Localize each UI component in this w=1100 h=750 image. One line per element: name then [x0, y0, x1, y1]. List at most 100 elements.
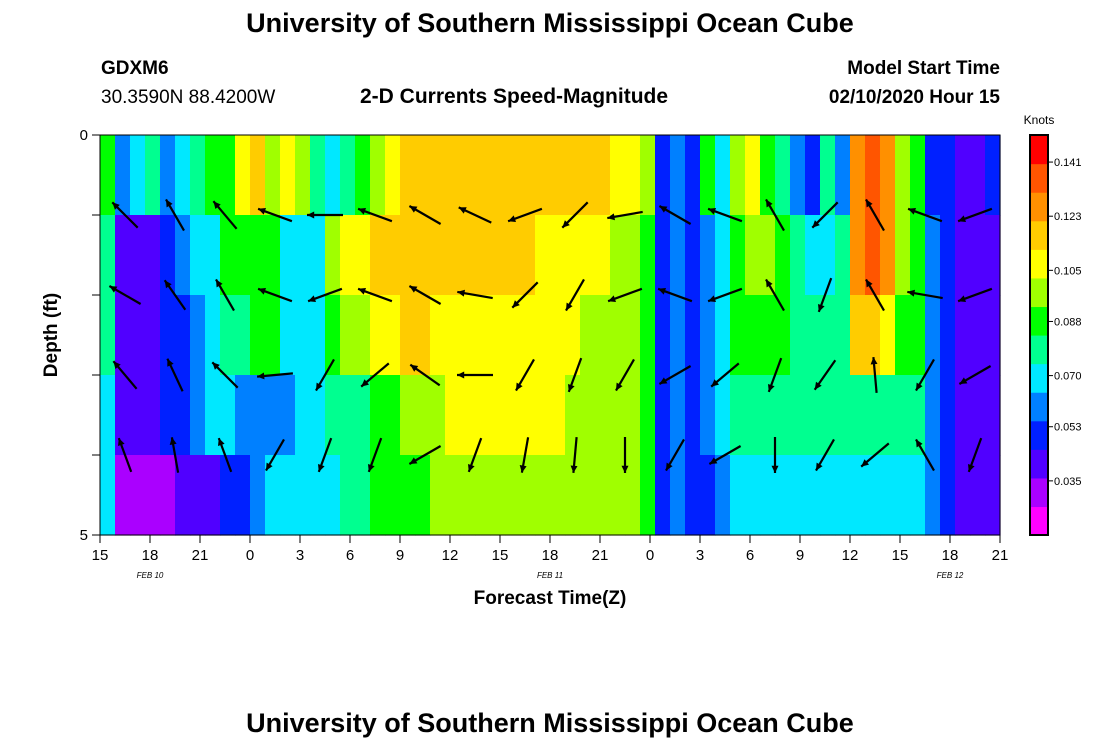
heatmap-cell — [550, 215, 566, 296]
model-start-label: Model Start Time — [847, 58, 1000, 79]
heatmap-cell — [220, 375, 236, 456]
heatmap-cell — [100, 135, 116, 216]
heatmap-cell — [565, 215, 581, 296]
heatmap-cell — [415, 215, 431, 296]
heatmap-cell — [280, 455, 296, 536]
heatmap-cell — [490, 295, 506, 376]
heatmap-cell — [280, 135, 296, 216]
vector-head — [666, 462, 673, 471]
heatmap-cell — [385, 375, 401, 456]
heatmap-cell — [760, 375, 776, 456]
heatmap-cell — [100, 215, 116, 296]
heatmap-cell — [100, 455, 116, 536]
heatmap-cell — [955, 295, 971, 376]
current-vector — [658, 205, 692, 225]
heatmap-cell — [520, 455, 536, 536]
vector-head — [708, 208, 716, 215]
heatmap-cell — [670, 455, 686, 536]
colorbar-tick-label: 0.035 — [1054, 476, 1082, 488]
heatmap-cell — [115, 455, 131, 536]
colorbar-swatch — [1030, 277, 1048, 308]
vector-head — [968, 464, 975, 472]
heatmap-cell — [625, 455, 641, 536]
vector-head — [218, 438, 225, 446]
heatmap-cell — [445, 455, 461, 536]
vector-head — [316, 382, 323, 391]
heatmap-cell — [415, 455, 431, 536]
heatmap-cell — [760, 295, 776, 376]
heatmap-cell — [490, 215, 506, 296]
heatmap-cell — [880, 135, 896, 216]
heatmap-cell — [835, 375, 851, 456]
heatmap-cell — [865, 295, 881, 376]
heatmap-cell — [610, 455, 626, 536]
heatmap-cell — [640, 295, 656, 376]
current-vector — [458, 206, 492, 224]
current-vector — [408, 285, 442, 305]
current-vector — [708, 445, 742, 465]
current-vector — [860, 442, 890, 468]
heatmap-cell — [565, 455, 581, 536]
heatmap-cell — [655, 455, 671, 536]
heatmap-cell — [430, 215, 446, 296]
heatmap-cell — [730, 295, 746, 376]
heatmap-cell — [580, 135, 596, 216]
heatmap-cell — [355, 375, 371, 456]
heatmap-cell — [175, 215, 191, 296]
heatmap-cell — [940, 135, 956, 216]
current-vector — [607, 287, 643, 303]
heatmap-cell — [490, 455, 506, 536]
heatmap-cell — [475, 215, 491, 296]
heatmap-cell — [295, 375, 311, 456]
heatmap-cell — [340, 135, 356, 216]
heatmap-cell — [685, 215, 701, 296]
vector-head — [410, 364, 419, 372]
current-vector — [257, 287, 293, 303]
heatmap-cell — [985, 135, 1001, 216]
heatmap-cell — [250, 135, 266, 216]
heatmap-cell — [235, 135, 251, 216]
heatmap-cell — [700, 215, 716, 296]
vector-head — [812, 220, 820, 228]
colorbar-unit-label: Knots — [1024, 113, 1055, 127]
heatmap-cell — [820, 295, 836, 376]
colorbar-swatch — [1030, 420, 1048, 450]
vector-head — [109, 286, 118, 293]
heatmap-cell — [910, 215, 926, 296]
x-tick-label: 3 — [296, 547, 304, 564]
vector-head — [616, 382, 623, 391]
heatmap-cell — [385, 295, 401, 376]
heatmap-cell — [610, 375, 626, 456]
current-vector — [409, 363, 441, 387]
heatmap-cell — [250, 215, 266, 296]
heatmap-cell — [520, 375, 536, 456]
heatmap-cell — [235, 375, 251, 456]
heatmap-cell — [880, 215, 896, 296]
heatmap-cell — [850, 295, 866, 376]
heatmap-cell — [205, 375, 221, 456]
heatmap-cell — [505, 375, 521, 456]
heatmap-cell — [730, 455, 746, 536]
heatmap-cell — [310, 215, 326, 296]
x-tick-label: 6 — [346, 547, 354, 564]
current-vector — [108, 285, 142, 305]
heatmap-cell — [805, 375, 821, 456]
current-vector — [658, 365, 692, 385]
colorbar-tick-label: 0.088 — [1054, 316, 1082, 328]
current-vector — [561, 201, 589, 229]
vector-head — [409, 286, 418, 293]
vector-head — [212, 362, 220, 370]
heatmap-cell — [520, 215, 536, 296]
heatmap-cell — [550, 295, 566, 376]
heatmap-cell — [985, 455, 1001, 536]
heatmap-cell — [415, 135, 431, 216]
vector-head — [112, 202, 120, 210]
current-vector — [907, 207, 943, 223]
vector-head — [368, 464, 375, 472]
heatmap-cell — [760, 455, 776, 536]
heatmap-cell — [595, 215, 611, 296]
heatmap-cell — [565, 295, 581, 376]
x-tick-label: 18 — [142, 547, 159, 564]
current-vector — [565, 278, 585, 312]
heatmap-cell — [805, 455, 821, 536]
